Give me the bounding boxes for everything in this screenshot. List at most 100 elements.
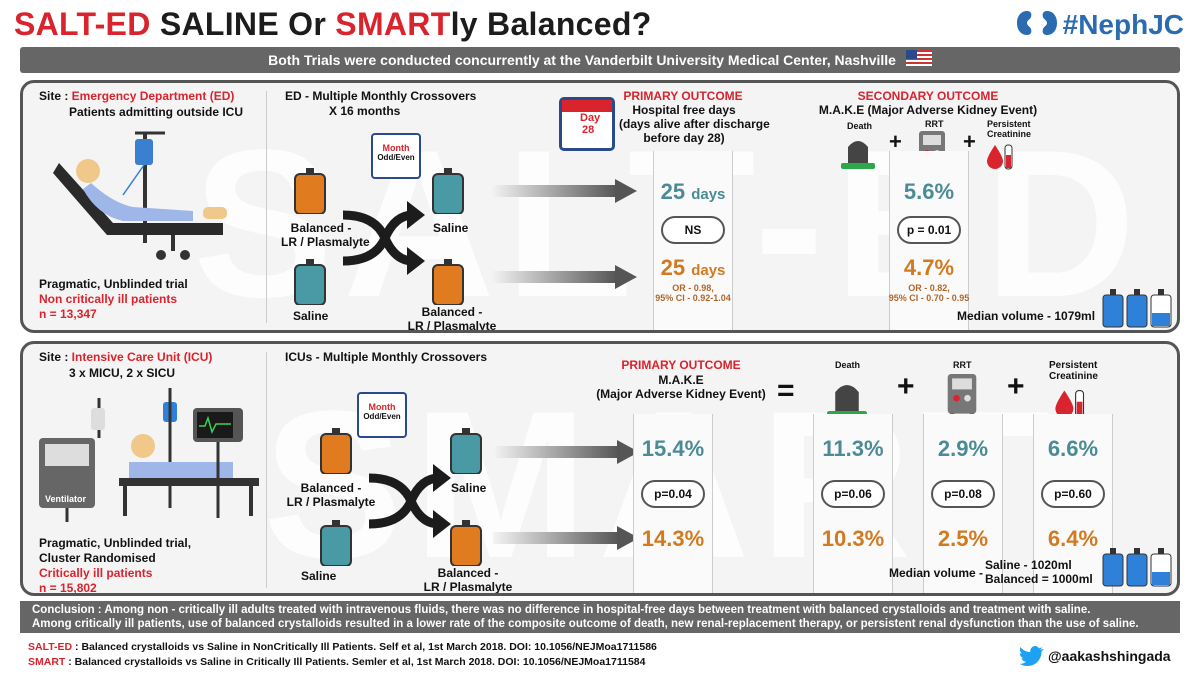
salted-median-volume: Median volume - 1079ml	[957, 309, 1096, 323]
smart-saline-label: Saline	[301, 569, 337, 583]
smart-population: Critically ill patients	[39, 566, 153, 580]
plus-sign: +	[889, 129, 902, 154]
icu-bed-icon	[33, 388, 263, 533]
smart-make-pvalue: p=0.04	[641, 480, 705, 508]
blood-drop-tube-icon	[1053, 386, 1087, 427]
saline-bag-icon	[319, 520, 353, 571]
salted-primary-saline: 25 days	[660, 179, 726, 204]
arrow-right-icon	[491, 265, 637, 294]
salted-primary-desc: Hospital free days (days alive after disc…	[619, 103, 770, 145]
smart-death-pvalue: p=0.06	[821, 480, 885, 508]
blood-drop-tube-icon	[985, 141, 1015, 178]
patient-recliner-icon	[53, 123, 253, 268]
conclusion-line-2: Among critically ill patients, use of ba…	[32, 617, 1139, 630]
smart-creatinine-saline: 6.6%	[1047, 436, 1099, 461]
smart-balanced-label-right: Balanced - LR / Plasmalyte	[423, 566, 513, 594]
salted-secondary-saline: 5.6%	[903, 179, 955, 204]
fluid-bags-icon	[1101, 289, 1173, 330]
smart-death-saline: 11.3%	[822, 436, 884, 461]
creatinine-label: Persistent Creatinine	[1049, 360, 1098, 382]
salted-site-sub: Patients admitting outside ICU	[69, 105, 244, 119]
saline-bag-icon-right	[449, 428, 483, 479]
plus-sign: +	[1007, 370, 1025, 403]
day-calendar-icon: Day 28	[559, 97, 615, 151]
us-flag-icon	[905, 48, 932, 74]
salted-panel: SALT-ED Site : Emergency Department (ED)…	[20, 80, 1180, 333]
plus-sign: +	[963, 129, 976, 154]
smart-crossover-title: ICUs - Multiple Monthly Crossovers	[285, 350, 488, 364]
arrow-right-icon	[493, 440, 639, 469]
smart-make-balanced: 14.3%	[641, 526, 705, 551]
death-label: Death	[835, 360, 861, 370]
smart-design-1: Pragmatic, Unblinded trial,	[39, 536, 192, 550]
smart-site-sub: 3 x MICU, 2 x SICU	[69, 366, 176, 380]
salted-secondary-title: SECONDARY OUTCOME	[857, 89, 999, 103]
salted-balanced-label: Balanced - LR / Plasmalyte	[281, 221, 370, 249]
salted-balanced-label-right: Balanced - LR / Plasmalyte	[407, 305, 497, 333]
twitter-handle[interactable]: @aakashshingada	[1019, 646, 1171, 669]
salted-secondary-pvalue: p = 0.01	[897, 216, 961, 244]
smart-median-label: Median volume -	[889, 566, 984, 580]
salted-crossover-title: ED - Multiple Monthly Crossovers	[285, 89, 477, 103]
smart-site: Site : Intensive Care Unit (ICU)	[39, 350, 213, 364]
smart-make-saline: 15.4%	[641, 436, 705, 461]
balanced-bag-icon	[319, 428, 353, 479]
salted-primary-pvalue: NS	[661, 216, 725, 244]
salted-secondary-sub: M.A.K.E (Major Adverse Kidney Event)	[818, 103, 1038, 117]
conclusion-line-1: Conclusion : Among non - critically ill …	[32, 604, 1091, 616]
smart-primary-desc: M.A.K.E (Major Adverse Kidney Event)	[596, 373, 766, 401]
kidney-icon	[1015, 8, 1059, 45]
smart-rrt-pvalue: p=0.08	[931, 480, 995, 508]
ventilator-label: Ventilator	[45, 494, 87, 504]
page-title: SALT-ED SALINE Or SMARTly Balanced?	[14, 6, 652, 42]
plus-sign: +	[897, 370, 915, 403]
reference-salted: SALT-ED : Balanced crystalloids vs Salin…	[28, 641, 657, 653]
salted-saline-label: Saline	[293, 309, 329, 323]
equals-sign: =	[777, 374, 795, 407]
smart-saline-label-right: Saline	[451, 481, 487, 495]
salted-population: Non critically ill patients	[39, 292, 178, 306]
crossover-arrows-icon	[335, 193, 425, 288]
fluid-bags-icon	[1101, 548, 1173, 593]
salted-n: n = 13,347	[39, 307, 97, 321]
calendar-icon: Month Odd/Even	[357, 392, 407, 438]
smart-n: n = 15,802	[39, 581, 97, 595]
salted-primary-balanced: 25 days	[660, 255, 726, 280]
smart-panel: SMART Site : Intensive Care Unit (ICU) 3…	[20, 341, 1180, 596]
smart-rrt-balanced: 2.5%	[937, 526, 989, 551]
smart-primary-title: PRIMARY OUTCOME	[621, 358, 741, 372]
saline-bag-icon	[293, 259, 327, 310]
salted-secondary-balanced: 4.7%	[903, 255, 955, 280]
balanced-bag-icon	[293, 168, 327, 219]
salted-crossover-duration: X 16 months	[329, 104, 401, 118]
calendar-icon: Month Odd/Even	[371, 133, 421, 179]
smart-creatinine-balanced: 6.4%	[1047, 526, 1099, 551]
balanced-bag-icon-right	[431, 259, 465, 310]
death-label: Death	[847, 121, 873, 131]
creatinine-label: Persistent Creatinine	[987, 119, 1032, 139]
salted-site: Site : Emergency Department (ED)	[39, 89, 235, 103]
arrow-right-icon	[493, 526, 639, 555]
twitter-bird-icon	[1019, 646, 1044, 669]
salted-saline-label-right: Saline	[433, 221, 469, 235]
salted-primary-or: OR - 0.98, 95% CI - 0.92-1.04	[655, 283, 731, 303]
subtitle-bar: Both Trials were conducted concurrently …	[20, 47, 1180, 73]
brand-nephjc: #NephJC	[1015, 8, 1184, 45]
conclusion-bar: Conclusion : Among non - critically ill …	[20, 601, 1180, 633]
salted-secondary-or: OR - 0.82, 95% CI - 0.70 - 0.95	[888, 283, 970, 303]
smart-rrt-saline: 2.9%	[937, 436, 989, 461]
smart-balanced-label: Balanced - LR / Plasmalyte	[286, 481, 376, 509]
crossover-arrows-icon	[361, 456, 451, 551]
smart-death-balanced: 10.3%	[821, 526, 885, 551]
smart-creatinine-pvalue: p=0.60	[1041, 480, 1105, 508]
salted-design: Pragmatic, Unblinded trial	[39, 277, 188, 291]
arrow-right-icon	[491, 179, 637, 208]
salted-primary-title: PRIMARY OUTCOME	[623, 89, 743, 103]
smart-median-values: Saline - 1020ml Balanced = 1000ml	[985, 558, 1093, 586]
rrt-label: RRT	[925, 119, 944, 129]
saline-bag-icon-right	[431, 168, 465, 219]
reference-smart: SMART : Balanced crystalloids vs Saline …	[28, 656, 646, 668]
tombstone-icon	[841, 135, 875, 174]
balanced-bag-icon-right	[449, 520, 483, 571]
rrt-label: RRT	[953, 360, 972, 370]
